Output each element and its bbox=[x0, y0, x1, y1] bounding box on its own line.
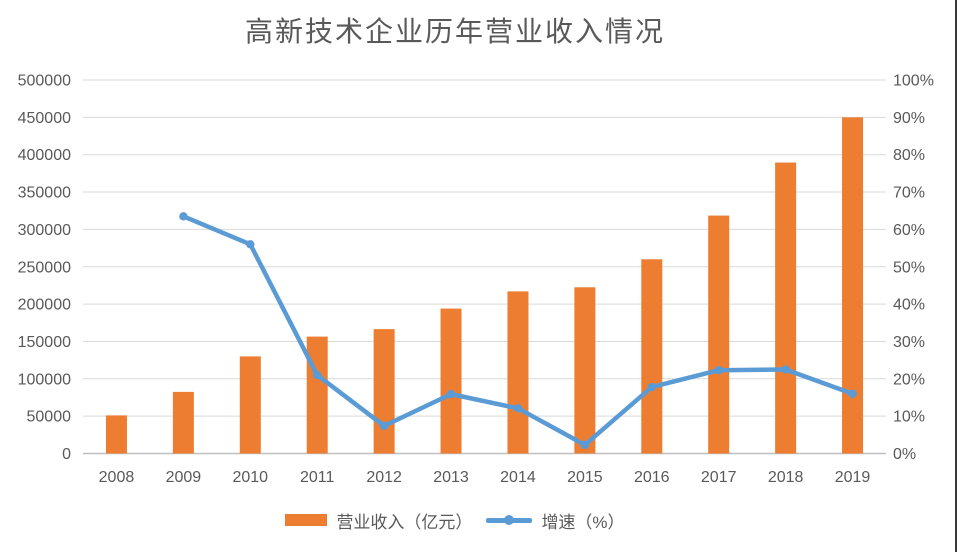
bar-2008 bbox=[105, 415, 127, 454]
x-axis-label: 2018 bbox=[768, 469, 804, 486]
growth-marker-2014 bbox=[513, 404, 523, 413]
x-axis-label: 2015 bbox=[567, 469, 603, 486]
right-axis-tick-label: 60% bbox=[893, 222, 925, 239]
legend-line-swatch bbox=[486, 515, 533, 525]
combo-chart: 0 0% 50000 10% 100000 20% 150000 30% 200000 40% 25… bbox=[18, 73, 934, 487]
left-axis-tick-label: 300000 bbox=[18, 222, 71, 239]
x-axis-label: 2019 bbox=[835, 469, 871, 486]
left-axis-tick-label: 150000 bbox=[18, 334, 71, 351]
right-axis-tick-label: 30% bbox=[893, 334, 925, 351]
right-axis-tick-label: 20% bbox=[893, 371, 925, 388]
right-axis-tick-label: 90% bbox=[893, 110, 925, 127]
x-axis-label: 2010 bbox=[232, 469, 268, 486]
bar-2010 bbox=[239, 356, 261, 454]
left-axis-tick-label: 0 bbox=[62, 446, 71, 463]
growth-marker-2009 bbox=[179, 212, 188, 221]
right-axis-tick-label: 70% bbox=[893, 185, 925, 202]
legend-item-revenue: 营业收入（亿元） bbox=[285, 508, 472, 533]
x-axis-label: 2012 bbox=[366, 469, 402, 486]
legend-bar-swatch bbox=[285, 514, 328, 526]
growth-marker-2018 bbox=[781, 365, 790, 374]
right-axis-tick-label: 40% bbox=[893, 297, 925, 314]
legend-line-dot bbox=[504, 515, 515, 525]
bar-2012 bbox=[373, 329, 395, 454]
growth-marker-2015 bbox=[580, 440, 590, 450]
x-axis-label: 2014 bbox=[500, 469, 536, 486]
left-axis-tick-label: 500000 bbox=[18, 73, 71, 90]
growth-marker-2013 bbox=[446, 389, 456, 399]
growth-marker-2016 bbox=[647, 382, 656, 392]
x-axis-label: 2009 bbox=[166, 469, 202, 486]
bar-2019 bbox=[842, 117, 864, 454]
growth-marker-2010 bbox=[246, 240, 255, 249]
left-axis-tick-label: 200000 bbox=[18, 297, 71, 314]
bar-2013 bbox=[440, 308, 462, 454]
right-axis-tick-label: 50% bbox=[893, 259, 925, 276]
right-axis-tick-label: 10% bbox=[893, 409, 925, 426]
bar-2009 bbox=[172, 391, 194, 454]
left-axis-tick-label: 450000 bbox=[18, 110, 71, 127]
legend-label-revenue: 营业收入（亿元） bbox=[336, 512, 473, 532]
left-axis-tick-label: 350000 bbox=[18, 185, 71, 202]
bar-2014 bbox=[507, 291, 529, 454]
bar-2018 bbox=[775, 162, 797, 454]
x-axis-label: 2011 bbox=[300, 469, 335, 486]
left-axis-tick-label: 100000 bbox=[18, 371, 71, 388]
bar-2011 bbox=[306, 336, 328, 454]
growth-marker-2011 bbox=[313, 370, 322, 380]
right-axis-tick-label: 0% bbox=[893, 446, 916, 463]
growth-marker-2019 bbox=[848, 389, 857, 398]
x-axis-label: 2013 bbox=[433, 469, 469, 486]
left-axis-tick-label: 50000 bbox=[27, 409, 72, 426]
left-axis-tick-label: 250000 bbox=[18, 259, 71, 276]
legend-label-growth: 增速（%） bbox=[541, 512, 625, 532]
chart-title: 高新技术企业历年营业收入情况 bbox=[244, 15, 665, 48]
chart-legend: 营业收入（亿元） 增速（%） bbox=[0, 505, 910, 535]
x-axis-label: 2008 bbox=[99, 469, 135, 486]
bar-2017 bbox=[708, 215, 730, 454]
growth-marker-2012 bbox=[379, 421, 389, 431]
bar-2015 bbox=[574, 287, 596, 454]
legend-item-growth: 增速（%） bbox=[486, 508, 625, 533]
right-axis-tick-label: 80% bbox=[893, 147, 925, 164]
x-axis-label: 2016 bbox=[634, 469, 670, 486]
bar-2016 bbox=[641, 259, 663, 454]
right-axis-tick-label: 100% bbox=[893, 73, 934, 90]
growth-marker-2017 bbox=[714, 366, 723, 375]
left-axis-tick-label: 400000 bbox=[18, 147, 71, 164]
x-axis-label: 2017 bbox=[701, 469, 737, 486]
